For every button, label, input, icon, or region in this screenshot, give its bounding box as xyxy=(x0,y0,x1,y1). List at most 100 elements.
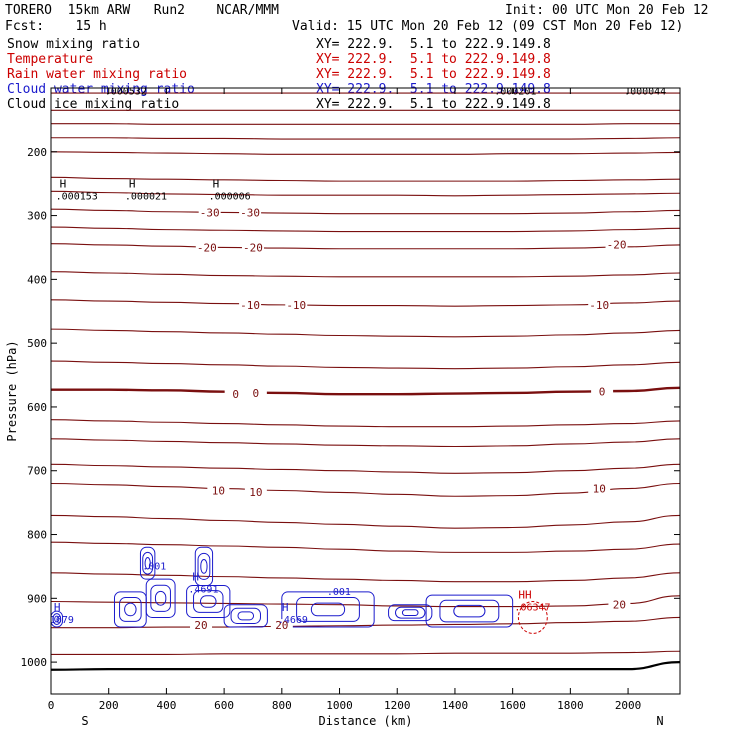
cloud-water-contour xyxy=(200,559,208,574)
cloud-water-contour xyxy=(145,578,176,618)
y-tick-label: 500 xyxy=(27,337,47,350)
max-marker: H xyxy=(282,601,289,614)
cloud-water-contour xyxy=(237,611,255,621)
x-tick-label: 2000 xyxy=(615,699,642,712)
temp-label-bg xyxy=(588,482,611,494)
isotherm-line xyxy=(51,123,680,125)
temp-label: -10 xyxy=(286,299,306,312)
cloud-water-contour xyxy=(425,594,514,628)
max-marker: HH xyxy=(518,588,531,601)
temp-label-bg xyxy=(285,298,308,310)
y-axis-label: Pressure (hPa) xyxy=(5,340,19,441)
cloud-water-contour xyxy=(453,604,486,618)
temp-label-bg xyxy=(239,298,262,310)
temp-label: 20 xyxy=(194,619,207,632)
isotherm-line xyxy=(50,328,681,338)
max-value-label: .000532 xyxy=(105,86,147,97)
temp-label-bg xyxy=(198,206,221,218)
isotherm-line xyxy=(51,650,681,656)
temp-label: -20 xyxy=(197,241,217,254)
temp-label-bg xyxy=(605,238,628,250)
y-tick-label: 800 xyxy=(27,529,47,542)
cloud-water-contour xyxy=(230,607,261,624)
x-tick-label: 1200 xyxy=(384,699,411,712)
cloud-water-contour xyxy=(150,584,171,612)
isotherm-line xyxy=(50,419,681,428)
temp-label-bg xyxy=(190,619,213,631)
max-marker: H xyxy=(129,178,136,191)
isotherm-line xyxy=(50,572,681,583)
y-tick-label: 700 xyxy=(27,465,47,478)
temp-label: -30 xyxy=(200,206,220,219)
temp-label-bg xyxy=(608,598,631,610)
cloud-water-contour xyxy=(52,613,62,625)
temp-label: 10 xyxy=(593,483,606,496)
temp-label-bg xyxy=(244,485,267,497)
x-tick-label: 1600 xyxy=(499,699,526,712)
cloud-water-contour xyxy=(154,590,167,606)
temp-label: -10 xyxy=(589,299,609,312)
init-time: Init: 00 UTC Mon 20 Feb 12 xyxy=(505,3,709,18)
temp-label-bg xyxy=(195,241,218,253)
south-end-label: S xyxy=(81,714,88,728)
cloud-water-contour xyxy=(388,604,433,622)
isotherm-line xyxy=(51,137,681,140)
isotherm-line xyxy=(50,360,681,370)
temp-label: 20 xyxy=(275,619,288,632)
max-marker: H xyxy=(213,178,220,191)
x-tick-label: 1000 xyxy=(326,699,353,712)
temp-label: -30 xyxy=(240,206,260,219)
isotherm-line xyxy=(50,226,681,233)
temp-label-bg xyxy=(588,298,611,310)
legend-temperature-xy: XY= 222.9. 5.1 to 222.9.149.8 xyxy=(316,52,551,67)
x-tick-label: 800 xyxy=(272,699,292,712)
temp-label-bg xyxy=(239,206,262,218)
temp-label: 0 xyxy=(253,387,260,400)
max-value-label: 1679 xyxy=(50,615,74,626)
temp-label-bg xyxy=(591,385,614,397)
cloud-water-contour xyxy=(186,585,231,618)
x-tick-label: 1400 xyxy=(442,699,469,712)
isotherm-line xyxy=(51,386,681,396)
max-value-label: .001 xyxy=(327,587,351,598)
isotherm-line xyxy=(50,243,681,250)
temp-label-bg xyxy=(270,619,293,631)
max-value-label: .000044 xyxy=(624,86,666,97)
max-value-label: .4691 xyxy=(188,584,218,595)
x-tick-label: 0 xyxy=(48,699,55,712)
isotherm-line xyxy=(50,595,681,608)
cloud-water-contour xyxy=(296,597,360,622)
cloud-water-contour xyxy=(54,615,60,623)
isotherm-line xyxy=(50,482,681,497)
cloud-water-contour xyxy=(395,606,426,619)
legend-snow-xy: XY= 222.9. 5.1 to 222.9.149.8 xyxy=(316,37,551,52)
y-tick-label: 400 xyxy=(27,273,47,286)
isotherm-line xyxy=(50,541,681,553)
valid-time: Valid: 15 UTC Mon 20 Feb 12 (09 CST Mon … xyxy=(292,19,684,34)
max-value-label: .000021 xyxy=(125,192,167,203)
isotherm-line xyxy=(50,438,681,448)
cloud-water-contour xyxy=(142,551,154,575)
temp-label: -20 xyxy=(243,241,263,254)
max-marker: H xyxy=(54,601,61,614)
cloud-water-contour xyxy=(439,599,500,623)
x-tick-label: 600 xyxy=(214,699,234,712)
isotherm-line xyxy=(50,616,681,629)
x-tick-label: 200 xyxy=(99,699,119,712)
north-end-label: N xyxy=(656,714,663,728)
max-value-label: .000153 xyxy=(56,192,98,203)
isotherm-line xyxy=(50,299,681,307)
isotherm-line xyxy=(50,514,681,529)
temp-label: -10 xyxy=(240,299,260,312)
cloud-water-contour xyxy=(223,604,268,628)
y-tick-label: 900 xyxy=(27,592,47,605)
isotherm-line xyxy=(50,271,681,278)
max-value-label: .001 xyxy=(142,562,166,573)
legend-temperature-name: Temperature xyxy=(7,52,94,67)
isotherm-line xyxy=(50,190,681,197)
x-tick-label: 1800 xyxy=(557,699,584,712)
max-value-label: .000201 xyxy=(494,86,536,97)
temp-label-bg xyxy=(241,241,264,253)
max-value-label: .000006 xyxy=(209,192,251,203)
